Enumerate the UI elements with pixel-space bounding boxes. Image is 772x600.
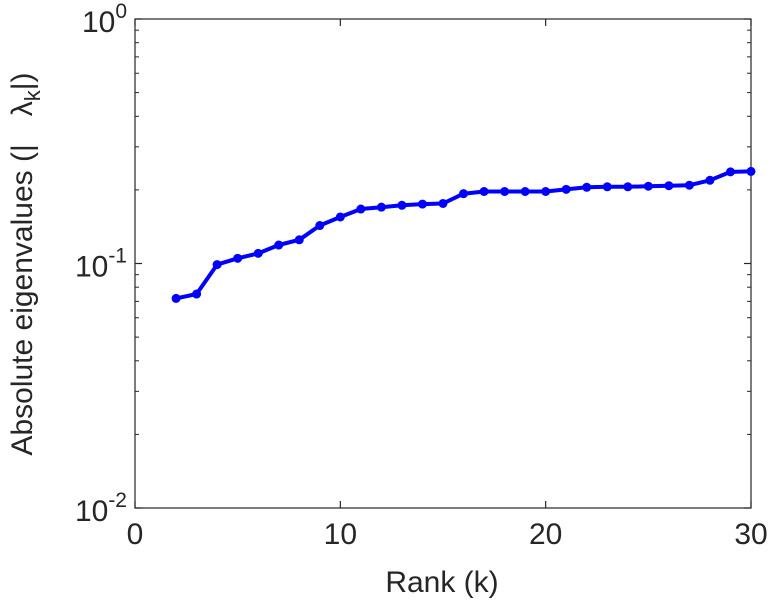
y-tick-label-exponent: 0 xyxy=(115,0,127,23)
data-point xyxy=(582,182,592,192)
data-point xyxy=(294,235,304,245)
data-point xyxy=(315,221,325,231)
data-point xyxy=(274,240,284,250)
y-tick-label: 10-2 xyxy=(75,489,127,528)
data-point xyxy=(520,187,530,197)
data-point xyxy=(417,199,427,209)
data-point xyxy=(664,181,674,191)
data-point xyxy=(705,175,715,185)
y-tick-label-base: 10 xyxy=(75,495,108,528)
plot-frame xyxy=(134,18,752,509)
x-tick-label: 20 xyxy=(529,518,562,551)
y-axis-label-subscript: k xyxy=(20,89,45,101)
data-point xyxy=(233,253,243,263)
data-point xyxy=(479,187,489,197)
y-axis-label-lambda: λ xyxy=(6,101,39,116)
data-point xyxy=(335,212,345,222)
y-tick-label: 10-1 xyxy=(75,245,127,284)
data-point xyxy=(356,204,366,214)
y-tick-label-exponent: -2 xyxy=(108,489,127,512)
data-point xyxy=(459,189,469,199)
data-point xyxy=(397,200,407,210)
x-axis-label: Rank (k) xyxy=(385,566,498,599)
data-point xyxy=(561,184,571,194)
data-point xyxy=(541,187,551,197)
data-point xyxy=(746,166,756,176)
data-point xyxy=(623,182,633,192)
x-tick-label: 10 xyxy=(324,518,357,551)
y-axis-label: Absolute eigenvalues (| λk|) xyxy=(6,72,45,455)
data-point xyxy=(500,187,510,197)
series-layer xyxy=(171,166,756,303)
y-axis-label-text: Absolute eigenvalues (| xyxy=(6,144,39,455)
data-point xyxy=(643,181,653,191)
data-point xyxy=(192,289,202,299)
data-point xyxy=(253,248,263,258)
data-point xyxy=(725,167,735,177)
y-tick-label: 100 xyxy=(82,0,127,39)
x-tick-label: 30 xyxy=(734,518,767,551)
y-tick-label-exponent: -1 xyxy=(108,245,127,268)
y-tick-label-base: 10 xyxy=(75,251,108,284)
data-point xyxy=(684,180,694,190)
y-axis-label-close: |) xyxy=(6,72,39,90)
data-point xyxy=(438,198,448,208)
y-tick-label-base: 10 xyxy=(82,6,115,39)
data-point xyxy=(171,293,181,303)
x-axis: 0 10 20 30 xyxy=(127,19,768,551)
data-point xyxy=(212,260,222,270)
data-point xyxy=(376,202,386,212)
plot-area xyxy=(134,18,752,509)
data-point xyxy=(602,182,612,192)
x-tick-label: 0 xyxy=(127,518,144,551)
